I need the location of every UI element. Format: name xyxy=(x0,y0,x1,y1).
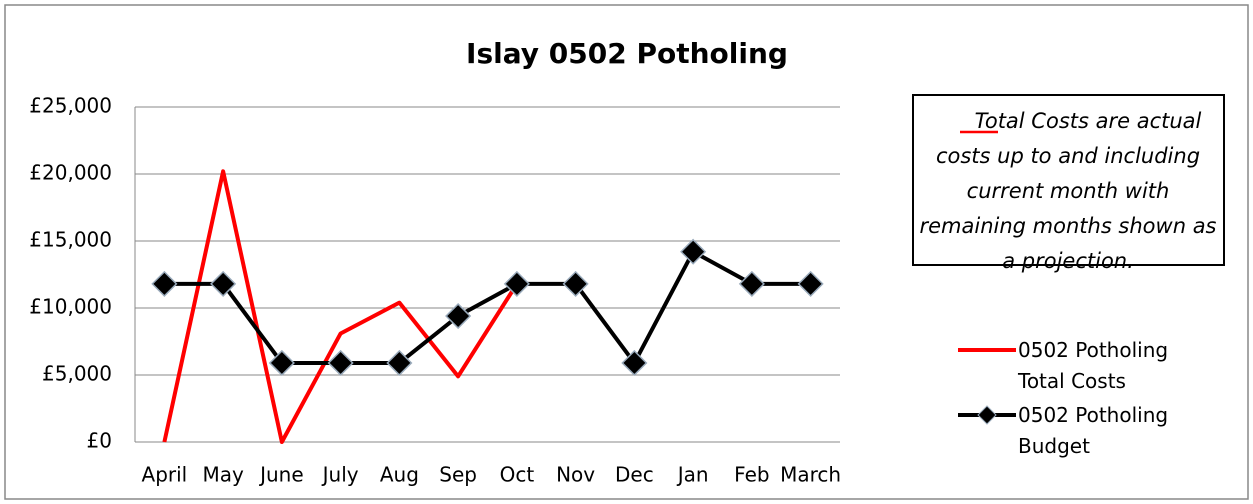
x-tick-label: June xyxy=(258,463,304,487)
marker xyxy=(680,238,707,265)
series-line xyxy=(162,169,519,444)
x-tick-label: Aug xyxy=(380,463,419,487)
marker xyxy=(621,349,648,377)
marker xyxy=(562,270,589,297)
y-tick-label: £20,000 xyxy=(29,161,112,185)
y-tick-label: £25,000 xyxy=(29,94,112,118)
x-tick-label: Feb xyxy=(734,463,769,487)
x-tick-label: Jan xyxy=(676,463,709,487)
x-tick-label: Dec xyxy=(615,463,654,487)
annotation-box xyxy=(912,94,1225,266)
x-tick-label: July xyxy=(321,463,359,487)
marker xyxy=(386,349,413,377)
x-tick-label: April xyxy=(142,463,188,487)
marker xyxy=(327,349,354,377)
marker xyxy=(268,349,295,377)
marker xyxy=(445,302,472,330)
x-tick-label: Nov xyxy=(556,463,595,487)
y-tick-label: £5,000 xyxy=(42,362,112,386)
x-tick-label: March xyxy=(780,463,841,487)
x-tick-label: Oct xyxy=(500,463,535,487)
chart-frame xyxy=(4,4,1249,500)
y-tick-label: £15,000 xyxy=(29,228,112,252)
marker xyxy=(151,270,178,297)
annotation: Total Costs are actual costs up to and i… xyxy=(919,109,1217,273)
marker xyxy=(210,270,237,297)
y-tick-label: £10,000 xyxy=(29,295,112,319)
y-tick-label: £0 xyxy=(87,429,112,453)
x-tick-label: May xyxy=(202,463,244,487)
chart-title: Islay 0502 Potholing xyxy=(466,37,788,70)
marker xyxy=(503,270,530,297)
legend-entry: 0502 Potholing Total Costs xyxy=(1018,338,1169,393)
series-line xyxy=(164,249,811,365)
marker xyxy=(738,270,765,297)
legend-marker xyxy=(977,405,997,425)
marker xyxy=(797,270,824,297)
legend-entry: 0502 Potholing Budget xyxy=(1018,403,1169,458)
x-tick-label: Sep xyxy=(439,463,477,487)
